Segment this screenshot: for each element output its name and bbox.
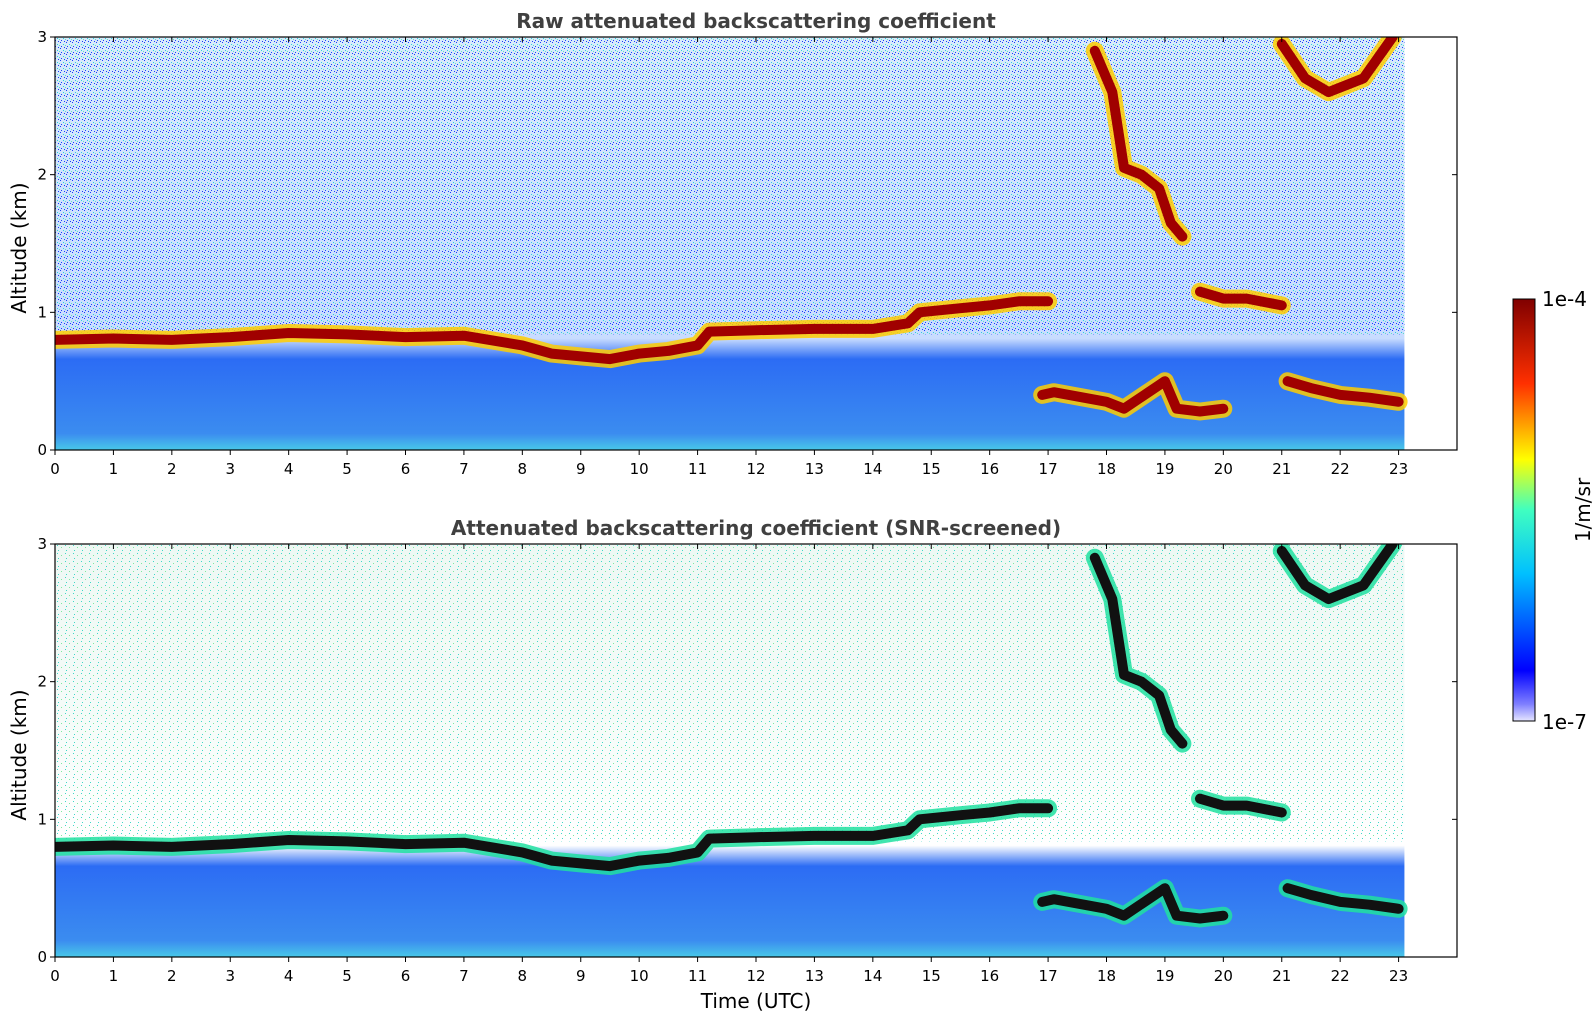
colorbar-unit-label: 1/m/sr (1571, 477, 1595, 542)
x-tick-label: 9 (576, 967, 586, 985)
x-tick-label: 20 (1214, 967, 1233, 985)
x-tick-label: 0 (50, 967, 60, 985)
colorbar-min-label: 1e-7 (1542, 710, 1587, 734)
x-tick-label: 4 (284, 460, 294, 478)
cloud-layer (1089, 45, 1188, 242)
x-tick-label: 23 (1389, 460, 1408, 478)
x-tick-label: 17 (1039, 967, 1058, 985)
x-tick-label: 20 (1214, 460, 1233, 478)
x-tick-label: 11 (688, 460, 707, 478)
colorbar: 1e-4 1e-7 1/m/sr (1512, 287, 1595, 734)
noise-overlay (55, 37, 1405, 335)
raw-backscatter-panel: Raw attenuated backscattering coefficien… (7, 9, 1458, 478)
x-tick-label: 21 (1272, 460, 1291, 478)
y-tick-label: 2 (37, 166, 47, 184)
x-tick-label: 1 (109, 460, 119, 478)
x-tick-label: 6 (401, 460, 411, 478)
cloud-layer (1037, 883, 1229, 924)
x-tick-label: 1 (109, 967, 119, 985)
colorbar-gradient (1512, 298, 1536, 722)
x-tick-label: 0 (50, 460, 60, 478)
x-tick-label: 15 (922, 460, 941, 478)
cloud-layer (1089, 552, 1188, 749)
x-tick-label: 4 (284, 967, 294, 985)
x-tick-label: 11 (688, 967, 707, 985)
panel-title: Raw attenuated backscattering coefficien… (516, 9, 996, 33)
x-tick-label: 13 (805, 460, 824, 478)
y-tick-label: 3 (37, 28, 47, 46)
x-tick-label: 17 (1039, 460, 1058, 478)
x-tick-label: 2 (167, 967, 177, 985)
x-tick-label: 10 (630, 460, 649, 478)
y-tick-label: 0 (37, 441, 47, 459)
panel-title: Attenuated backscattering coefficient (S… (451, 516, 1061, 540)
y-tick-label: 0 (37, 948, 47, 966)
x-tick-label: 12 (746, 967, 765, 985)
x-tick-label: 3 (225, 460, 235, 478)
cloud-layer (1037, 376, 1229, 417)
cloud-layer (55, 803, 1054, 872)
cloud-layer (1282, 376, 1404, 407)
x-tick-label: 7 (459, 460, 469, 478)
x-tick-label: 2 (167, 460, 177, 478)
cloud-layer (1282, 883, 1404, 914)
x-tick-label: 8 (518, 967, 528, 985)
x-tick-label: 16 (980, 967, 999, 985)
x-tick-label: 5 (342, 460, 352, 478)
x-tick-label: 19 (1155, 460, 1174, 478)
x-tick-label: 3 (225, 967, 235, 985)
x-tick-label: 23 (1389, 967, 1408, 985)
x-tick-label: 15 (922, 967, 941, 985)
x-tick-label: 19 (1155, 967, 1174, 985)
cloud-layer (1276, 37, 1398, 98)
y-axis-label: Altitude (km) (7, 689, 31, 820)
x-tick-label: 18 (1097, 967, 1116, 985)
x-tick-label: 14 (863, 967, 882, 985)
x-tick-label: 7 (459, 967, 469, 985)
y-axis-label: Altitude (km) (7, 182, 31, 313)
cloud-layer (1195, 286, 1287, 311)
x-tick-label: 5 (342, 967, 352, 985)
x-tick-label: 18 (1097, 460, 1116, 478)
colorbar-max-label: 1e-4 (1542, 287, 1587, 311)
y-tick-label: 1 (37, 303, 47, 321)
x-tick-label: 8 (518, 460, 528, 478)
noise-overlay (55, 544, 1405, 842)
y-tick-label: 3 (37, 535, 47, 553)
y-tick-label: 1 (37, 810, 47, 828)
x-tick-label: 16 (980, 460, 999, 478)
x-tick-label: 13 (805, 967, 824, 985)
x-tick-label: 10 (630, 967, 649, 985)
x-tick-label: 9 (576, 460, 586, 478)
x-tick-label: 6 (401, 967, 411, 985)
snr-screened-panel: Attenuated backscattering coefficient (S… (7, 516, 1458, 1013)
x-tick-label: 22 (1331, 967, 1350, 985)
x-tick-label: 22 (1331, 460, 1350, 478)
cloud-layer (55, 296, 1054, 365)
cloud-layer (1195, 793, 1287, 818)
x-axis-label: Time (UTC) (700, 989, 812, 1013)
x-tick-label: 12 (746, 460, 765, 478)
x-tick-label: 21 (1272, 967, 1291, 985)
cloud-layer (1276, 544, 1398, 605)
y-tick-label: 2 (37, 673, 47, 691)
x-tick-label: 14 (863, 460, 882, 478)
